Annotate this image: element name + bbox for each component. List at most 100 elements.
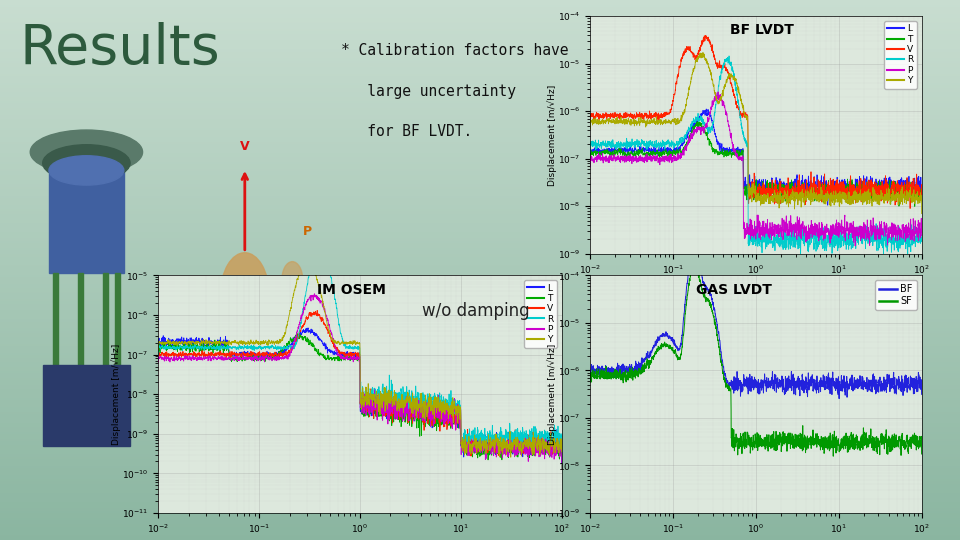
- Bar: [0, 270, 960, 272]
- R: [726, 67, 737, 73]
- T: [585, 163, 596, 170]
- Bar: [0, 304, 960, 306]
- Bar: [0, 468, 960, 470]
- Bar: [0, 123, 960, 124]
- Bar: [0, 243, 960, 245]
- Bar: [0, 322, 960, 324]
- P: [916, 233, 927, 239]
- T: [916, 198, 927, 204]
- SF: [622, 376, 634, 383]
- Bar: [0, 92, 960, 93]
- R: [874, 224, 885, 230]
- Bar: [0, 363, 960, 366]
- Bar: [0, 376, 960, 378]
- Bar: [0, 484, 960, 486]
- R: [223, 345, 234, 352]
- Bar: [0, 2, 960, 4]
- P: [642, 156, 654, 162]
- Bar: [49, 171, 124, 273]
- Bar: [0, 282, 960, 285]
- Bar: [0, 374, 960, 376]
- Bar: [0, 331, 960, 333]
- Y: [726, 74, 737, 80]
- Bar: [0, 506, 960, 508]
- R: [505, 435, 516, 442]
- Text: V: V: [240, 140, 250, 153]
- L: [701, 106, 712, 112]
- Bar: [0, 22, 960, 23]
- L: [548, 438, 560, 445]
- Bar: [0, 155, 960, 157]
- Bar: [0, 104, 960, 106]
- Bar: [0, 72, 960, 74]
- Bar: [0, 164, 960, 166]
- P: [556, 459, 567, 465]
- R: [548, 440, 560, 446]
- Bar: [0, 497, 960, 498]
- T: [223, 343, 234, 349]
- Line: V: V: [158, 310, 562, 456]
- BF: [585, 378, 596, 384]
- Bar: [0, 209, 960, 211]
- T: [726, 150, 737, 157]
- Bar: [0, 360, 960, 362]
- Legend: L, T, V, R, P, Y: L, T, V, R, P, Y: [524, 280, 557, 348]
- Bar: [0, 434, 960, 436]
- Bar: [0, 414, 960, 416]
- Bar: [0, 488, 960, 490]
- SF: [828, 453, 839, 460]
- Bar: [0, 204, 960, 205]
- Ellipse shape: [31, 130, 142, 174]
- Bar: [0, 182, 960, 184]
- Bar: [0, 373, 960, 374]
- Bar: [0, 274, 960, 275]
- Bar: [0, 120, 960, 123]
- Y: [307, 264, 319, 270]
- Bar: [0, 146, 960, 147]
- Bar: [0, 410, 960, 412]
- P: [909, 219, 921, 226]
- Bar: [0, 266, 960, 268]
- Bar: [0, 428, 960, 430]
- Bar: [0, 398, 960, 400]
- Y: [916, 211, 927, 217]
- Bar: [0, 115, 960, 117]
- Bar: [0, 157, 960, 158]
- Bar: [0, 309, 960, 312]
- Bar: [0, 245, 960, 247]
- Bar: [0, 32, 960, 34]
- Bar: [0, 191, 960, 193]
- Bar: [0, 29, 960, 31]
- Bar: [0, 153, 960, 155]
- Bar: [0, 25, 960, 27]
- Bar: [0, 344, 960, 346]
- Text: L: L: [246, 376, 252, 386]
- P: [307, 297, 319, 303]
- SF: [909, 437, 921, 444]
- Y: [223, 338, 234, 345]
- Line: BF: BF: [590, 250, 922, 399]
- Bar: [0, 113, 960, 115]
- Bar: [0, 43, 960, 45]
- V: [916, 192, 927, 198]
- Bar: [0, 362, 960, 363]
- Bar: [0, 454, 960, 455]
- Bar: [0, 193, 960, 194]
- Bar: [0, 11, 960, 12]
- Bar: [0, 479, 960, 481]
- Bar: [0, 335, 960, 336]
- Line: T: T: [590, 121, 922, 206]
- R: [153, 352, 164, 358]
- L: [302, 325, 314, 331]
- L: [324, 348, 336, 355]
- Bar: [0, 93, 960, 96]
- Bar: [0, 227, 960, 228]
- Bar: [0, 448, 960, 450]
- Bar: [0, 117, 960, 119]
- Bar: [0, 389, 960, 390]
- Bar: [0, 346, 960, 347]
- Bar: [0, 437, 960, 439]
- Bar: [0, 383, 960, 385]
- Text: for BF LVDT.: for BF LVDT.: [341, 124, 472, 139]
- Bar: [0, 517, 960, 518]
